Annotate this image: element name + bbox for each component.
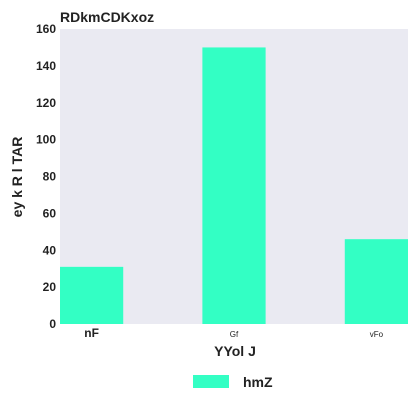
y-axis-ticks: 0 20 40 60 80 100 120 140 160	[36, 22, 56, 331]
bar-vFo	[344, 239, 408, 324]
y-tick-label: 60	[43, 206, 57, 220]
y-tick-label: 80	[43, 170, 57, 184]
bar-nF	[60, 266, 124, 324]
chart-title: RDkmCDKxoz	[60, 9, 154, 25]
x-axis-ticks: nF Gf vFo	[84, 326, 383, 340]
x-tick-label: vFo	[370, 330, 384, 339]
x-tick-label: nF	[84, 326, 99, 340]
x-axis-label: YYol J	[214, 343, 256, 359]
bar-Gf	[202, 47, 266, 324]
y-tick-label: 140	[36, 59, 56, 73]
y-tick-label: 120	[36, 96, 56, 110]
legend-swatch-hmZ	[193, 375, 229, 388]
legend-label-hmZ: hmZ	[243, 374, 273, 390]
y-axis-label: ey k R l TAR	[9, 137, 25, 218]
y-tick-label: 160	[36, 22, 56, 36]
x-tick-label: Gf	[230, 330, 239, 339]
y-tick-label: 40	[43, 243, 57, 257]
y-tick-label: 100	[36, 133, 56, 147]
bars	[60, 47, 408, 324]
y-tick-label: 20	[43, 280, 57, 294]
legend: hmZ	[193, 374, 273, 390]
y-tick-label: 0	[49, 317, 56, 331]
